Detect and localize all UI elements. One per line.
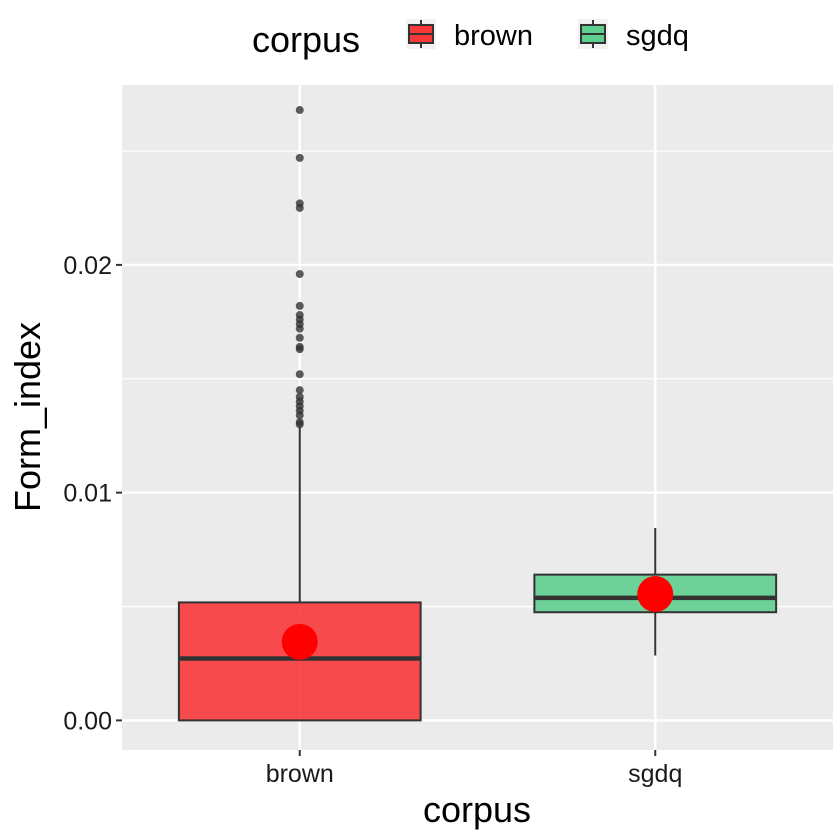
outlier-point: [295, 324, 304, 333]
y-tick-label: 0.01: [63, 480, 112, 508]
y-axis: 0.00 0.01 0.02: [63, 252, 122, 735]
legend-items: brown sgdq: [406, 19, 689, 52]
legend-item-brown: brown: [406, 19, 533, 52]
outlier-point: [295, 345, 304, 354]
legend-label: brown: [454, 20, 533, 52]
y-tick-label: 0.00: [63, 707, 112, 735]
outlier-point: [295, 420, 304, 429]
x-axis-title: corpus: [423, 789, 531, 830]
box-iqr: [177, 601, 422, 722]
outlier-point: [295, 153, 304, 162]
outlier-point: [295, 333, 304, 342]
x-tick-label: sgdq: [628, 760, 682, 788]
legend-label: sgdq: [626, 20, 689, 52]
mean-marker: [281, 623, 318, 660]
point-layer: [281, 106, 674, 660]
box-brown: [177, 426, 422, 722]
outlier-point: [295, 270, 304, 279]
legend-title: corpus: [252, 19, 360, 60]
box-layer: [177, 426, 778, 722]
outlier-point: [295, 386, 304, 395]
outlier-point: [295, 370, 304, 379]
x-axis: brown sgdq: [266, 750, 682, 788]
outlier-point: [295, 203, 304, 212]
outlier-point: [295, 106, 304, 115]
mean-marker: [637, 575, 674, 612]
y-tick-label: 0.02: [63, 252, 112, 280]
legend: corpus brown sgdq: [252, 19, 689, 60]
outlier-point: [295, 301, 304, 310]
x-tick-label: brown: [266, 760, 334, 788]
outlier-point: [295, 411, 304, 420]
legend-item-sgdq: sgdq: [578, 19, 689, 52]
y-axis-title: Form_index: [7, 322, 48, 512]
